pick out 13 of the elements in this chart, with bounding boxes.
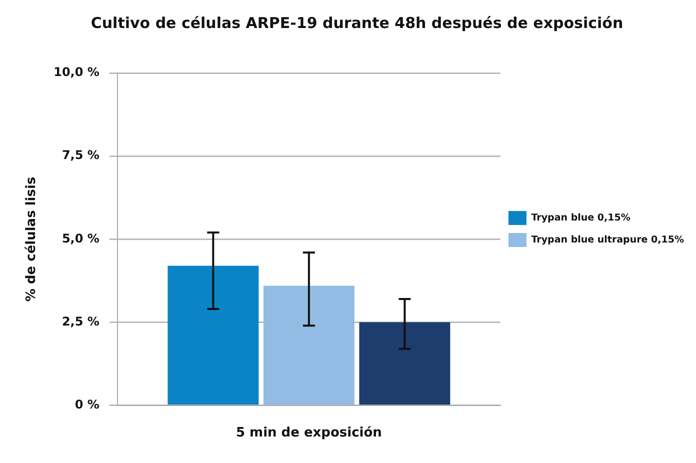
legend-label: Trypan blue ultrapure 0,15% xyxy=(531,234,684,246)
chart-title: Cultivo de células ARPE-19 durante 48h después de exposición xyxy=(90,14,624,32)
y-tick-label: 7,5 % xyxy=(62,148,100,162)
y-tick-label: 10,0 % xyxy=(54,65,100,80)
y-tick-label: 2,5 % xyxy=(62,314,100,328)
legend-label: Trypan blue 0,15% xyxy=(531,212,631,224)
bar xyxy=(359,322,450,405)
y-tick-label: 5,0 % xyxy=(62,231,100,246)
y-tick-label: 0 % xyxy=(74,398,100,412)
x-tick-label: 5 min de exposición xyxy=(236,426,382,441)
bar xyxy=(168,266,259,405)
bar xyxy=(263,286,354,405)
y-axis-title: % de células lisis xyxy=(24,176,40,302)
